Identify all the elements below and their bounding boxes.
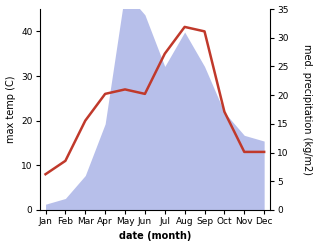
- X-axis label: date (month): date (month): [119, 231, 191, 242]
- Y-axis label: med. precipitation (kg/m2): med. precipitation (kg/m2): [302, 44, 313, 175]
- Y-axis label: max temp (C): max temp (C): [5, 76, 16, 143]
